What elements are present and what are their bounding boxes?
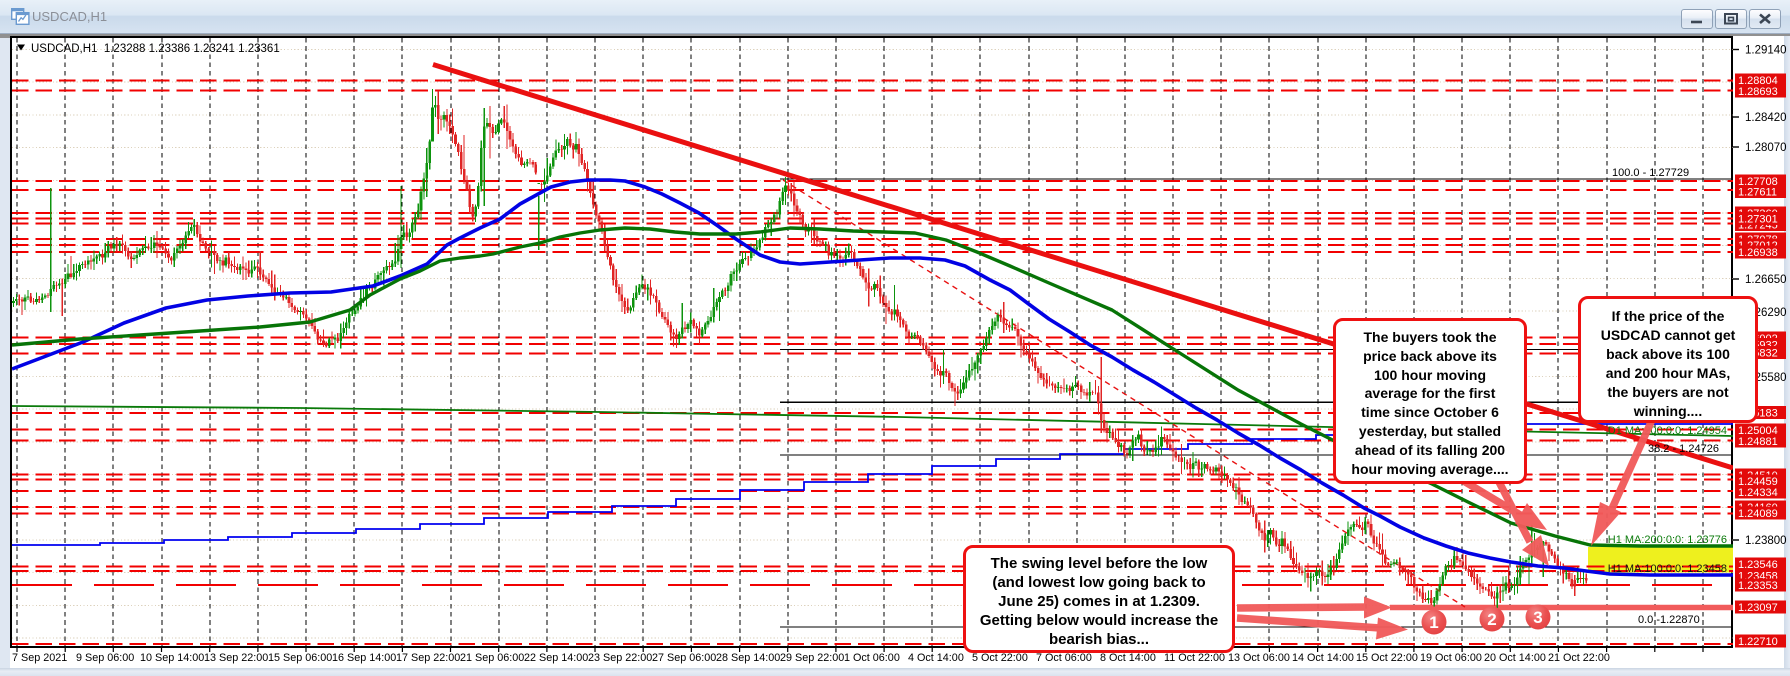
- svg-text:1.24459: 1.24459: [1738, 476, 1778, 488]
- svg-text:23 Sep 22:00: 23 Sep 22:00: [588, 652, 652, 664]
- svg-text:21 Sep 06:00: 21 Sep 06:00: [460, 652, 524, 664]
- svg-text:1.24089: 1.24089: [1738, 508, 1778, 520]
- svg-text:1.27301: 1.27301: [1738, 214, 1778, 226]
- svg-text:1.29140: 1.29140: [1745, 45, 1787, 57]
- svg-text:1.27611: 1.27611: [1738, 187, 1777, 199]
- svg-text:D1 MA:200:0:0: 1.24954: D1 MA:200:0:0: 1.24954: [1608, 425, 1727, 437]
- svg-text:1.28070: 1.28070: [1745, 142, 1787, 154]
- svg-text:100.0 - 1.27729: 100.0 - 1.27729: [1612, 167, 1689, 179]
- svg-text:1.23097: 1.23097: [1738, 602, 1778, 614]
- svg-text:1.26650: 1.26650: [1745, 274, 1787, 286]
- svg-text:1.28420: 1.28420: [1745, 112, 1787, 124]
- svg-text:H1 MA:200:0:0: 1.23776: H1 MA:200:0:0: 1.23776: [1608, 534, 1727, 546]
- svg-text:H1 MA:100:0:0: 1.23458: H1 MA:100:0:0: 1.23458: [1608, 563, 1727, 575]
- svg-text:19 Oct 06:00: 19 Oct 06:00: [1420, 652, 1482, 664]
- svg-text:USDCAD,H1 1.23288 1.23386 1.2: USDCAD,H1 1.23288 1.23386 1.23241 1.2336…: [31, 43, 280, 55]
- svg-text:27 Sep 06:00: 27 Sep 06:00: [652, 652, 716, 664]
- svg-text:13 Oct 06:00: 13 Oct 06:00: [1228, 652, 1290, 664]
- svg-text:1.22710: 1.22710: [1738, 636, 1778, 648]
- svg-text:1.26938: 1.26938: [1738, 247, 1778, 259]
- svg-text:1.28693: 1.28693: [1738, 86, 1778, 98]
- svg-text:28 Sep 14:00: 28 Sep 14:00: [716, 652, 780, 664]
- svg-text:1 Oct 06:00: 1 Oct 06:00: [844, 652, 900, 664]
- svg-text:29 Sep 22:00: 29 Sep 22:00: [780, 652, 844, 664]
- svg-text:20 Oct 14:00: 20 Oct 14:00: [1484, 652, 1546, 664]
- svg-text:7 Oct 06:00: 7 Oct 06:00: [1036, 652, 1092, 664]
- svg-text:17 Sep 22:00: 17 Sep 22:00: [396, 652, 460, 664]
- svg-text:5 Oct 22:00: 5 Oct 22:00: [972, 652, 1028, 664]
- svg-text:21 Oct 22:00: 21 Oct 22:00: [1548, 652, 1610, 664]
- svg-text:1.23353: 1.23353: [1738, 580, 1778, 592]
- svg-text:2: 2: [1487, 610, 1496, 629]
- svg-text:1.24881: 1.24881: [1738, 436, 1778, 448]
- svg-text:10 Sep 14:00: 10 Sep 14:00: [140, 652, 204, 664]
- svg-text:0.0 -1.22870: 0.0 -1.22870: [1638, 614, 1700, 626]
- svg-text:1: 1: [1429, 613, 1438, 632]
- svg-text:7 Sep 2021: 7 Sep 2021: [12, 652, 67, 664]
- svg-text:15 Oct 22:00: 15 Oct 22:00: [1356, 652, 1418, 664]
- svg-text:1.23800: 1.23800: [1745, 535, 1787, 547]
- svg-text:16 Sep 14:00: 16 Sep 14:00: [332, 652, 396, 664]
- svg-text:11 Oct 22:00: 11 Oct 22:00: [1164, 652, 1225, 664]
- svg-text:9 Sep 06:00: 9 Sep 06:00: [76, 652, 134, 664]
- svg-text:13 Sep 22:00: 13 Sep 22:00: [204, 652, 268, 664]
- svg-text:3: 3: [1533, 608, 1542, 627]
- svg-text:15 Sep 06:00: 15 Sep 06:00: [268, 652, 332, 664]
- svg-text:14 Oct 14:00: 14 Oct 14:00: [1292, 652, 1354, 664]
- svg-text:1.28804: 1.28804: [1738, 75, 1778, 87]
- svg-text:22 Sep 14:00: 22 Sep 14:00: [524, 652, 588, 664]
- svg-text:1.23546: 1.23546: [1738, 559, 1778, 571]
- svg-text:4 Oct 14:00: 4 Oct 14:00: [908, 652, 964, 664]
- svg-text:1.24334: 1.24334: [1738, 487, 1778, 499]
- svg-text:38.2 - 1.24726: 38.2 - 1.24726: [1648, 443, 1719, 455]
- svg-text:1.25004: 1.25004: [1738, 425, 1778, 437]
- svg-text:8 Oct 14:00: 8 Oct 14:00: [1100, 652, 1156, 664]
